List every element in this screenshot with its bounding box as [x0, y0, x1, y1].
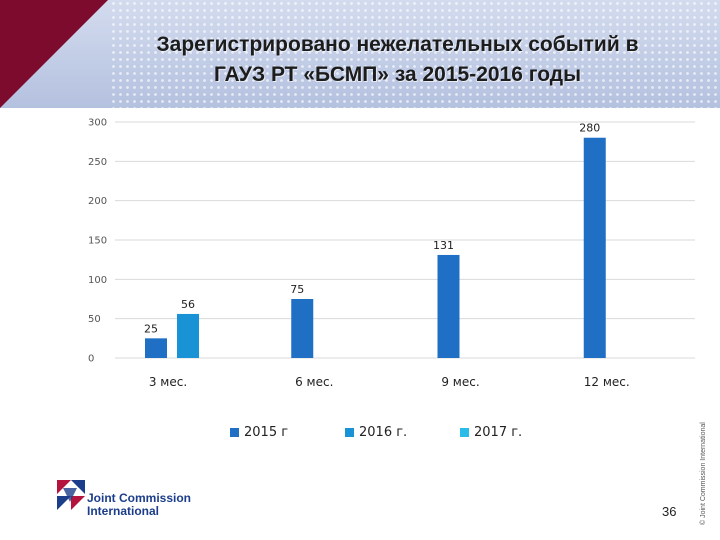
jci-logo: Joint Commission International: [57, 480, 237, 520]
y-tick-label: 200: [88, 196, 107, 207]
y-tick-label: 100: [88, 275, 107, 286]
jci-logo-line2: International: [87, 504, 160, 518]
page-number: 36: [662, 504, 677, 519]
jci-logo-text: Joint Commission International: [87, 492, 191, 518]
x-category-label: 6 мес.: [295, 375, 333, 389]
legend-label: 2017 г.: [474, 425, 523, 440]
data-label: 25: [144, 322, 158, 335]
y-tick-label: 300: [88, 118, 107, 129]
legend-swatch: [345, 428, 354, 437]
legend-item: 2015 г: [230, 425, 288, 440]
chart-legend: 2015 г 2016 г. 2017 г.: [0, 425, 720, 445]
world-map-pattern: [110, 0, 720, 108]
y-tick-label: 250: [88, 157, 107, 168]
jci-logo-line1: Joint Commission: [87, 491, 192, 505]
y-tick-label: 50: [88, 314, 101, 325]
jci-logo-mark-icon: [57, 480, 85, 510]
bar-1-0: [177, 313, 199, 358]
slide-title-line2: ГАУЗ РТ «БСМП» за 2015-2016 годы: [213, 63, 582, 86]
legend-swatch: [230, 428, 239, 437]
y-tick-label: 0: [88, 354, 94, 365]
bar-0-2: [437, 254, 460, 358]
corner-accent: [0, 0, 108, 108]
bar-0-1: [291, 299, 314, 358]
data-label: 280: [579, 122, 600, 135]
bar-0-3: [583, 137, 606, 358]
x-category-label: 3 мес.: [149, 375, 187, 389]
data-label: 75: [290, 283, 304, 296]
legend-swatch: [460, 428, 469, 437]
slide-title-line1: Зарегистрировано нежелательных событий в: [156, 33, 639, 56]
legend-label: 2016 г.: [359, 425, 408, 440]
legend-label: 2015 г: [244, 425, 289, 440]
legend-item: 2017 г.: [460, 425, 522, 440]
x-category-label: 12 мес.: [584, 375, 630, 389]
bar-chart: 0 50 100 150 200 250 300 3 мес. 25 56 6 мес. 75 9 ме…: [88, 118, 695, 389]
slide-title: Зарегистрировано нежелательных событий в…: [95, 30, 700, 90]
copyright-text: © Joint Commission International: [700, 422, 707, 525]
data-label: 56: [181, 298, 195, 311]
legend-item: 2016 г.: [345, 425, 407, 440]
data-label: 131: [433, 239, 454, 252]
header-banner: Зарегистрировано нежелательных событий в…: [0, 0, 720, 108]
y-tick-label: 150: [88, 236, 107, 247]
bar-0-0: [145, 338, 167, 358]
x-category-label: 9 мес.: [441, 375, 479, 389]
